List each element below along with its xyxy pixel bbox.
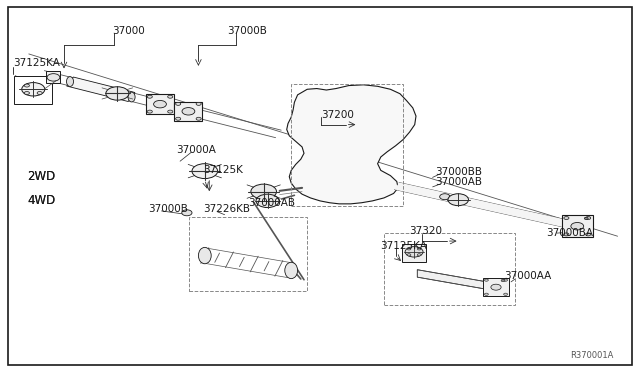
Circle shape	[154, 100, 166, 108]
Circle shape	[182, 210, 192, 216]
Text: 2WD: 2WD	[27, 170, 55, 183]
Circle shape	[407, 248, 411, 250]
Circle shape	[106, 87, 129, 100]
Circle shape	[407, 254, 411, 256]
Circle shape	[192, 164, 218, 179]
Circle shape	[571, 222, 584, 230]
Text: 37125KA: 37125KA	[13, 58, 60, 68]
Text: 37000B: 37000B	[148, 205, 188, 214]
Circle shape	[251, 184, 276, 199]
Text: 37000AA: 37000AA	[504, 272, 552, 281]
Circle shape	[440, 194, 450, 200]
Ellipse shape	[285, 262, 298, 279]
Circle shape	[182, 108, 195, 115]
Bar	[384, 232, 515, 305]
Polygon shape	[287, 85, 416, 204]
Bar	[189, 217, 307, 291]
Circle shape	[24, 92, 29, 94]
Circle shape	[504, 293, 508, 295]
Text: 4WD: 4WD	[27, 194, 55, 206]
Circle shape	[501, 279, 505, 282]
Bar	[174, 102, 202, 121]
Polygon shape	[67, 77, 135, 102]
Circle shape	[586, 233, 591, 236]
Circle shape	[196, 102, 201, 105]
Polygon shape	[417, 270, 496, 291]
Text: 37125K: 37125K	[204, 165, 243, 175]
Text: 37000AB: 37000AB	[248, 199, 294, 208]
Circle shape	[564, 233, 569, 236]
Text: 37000A: 37000A	[176, 145, 216, 154]
Circle shape	[417, 254, 421, 256]
Circle shape	[37, 92, 42, 94]
Circle shape	[417, 248, 421, 250]
Text: 37000BB: 37000BB	[435, 167, 482, 177]
Circle shape	[168, 110, 173, 113]
Circle shape	[484, 293, 488, 295]
Text: 2WD: 2WD	[27, 170, 55, 183]
Circle shape	[564, 217, 569, 219]
Circle shape	[147, 110, 152, 113]
Bar	[47, 71, 61, 83]
Bar	[291, 84, 403, 206]
Circle shape	[586, 217, 591, 219]
Bar	[402, 244, 426, 262]
Polygon shape	[394, 183, 591, 232]
Text: 37000B: 37000B	[227, 26, 267, 35]
Circle shape	[405, 247, 423, 257]
Text: 37125KA: 37125KA	[380, 241, 427, 251]
Bar	[483, 278, 509, 296]
Circle shape	[448, 194, 468, 206]
Bar	[562, 215, 593, 237]
Text: 37320: 37320	[410, 227, 443, 236]
Text: 37200: 37200	[321, 110, 354, 119]
Text: 37000: 37000	[112, 26, 145, 35]
Text: 37000BA: 37000BA	[547, 228, 593, 237]
Text: 37000AB: 37000AB	[435, 177, 482, 187]
Circle shape	[256, 194, 279, 208]
Circle shape	[175, 117, 180, 120]
Ellipse shape	[67, 77, 74, 86]
Circle shape	[47, 74, 60, 81]
Ellipse shape	[128, 92, 135, 102]
Circle shape	[491, 284, 501, 290]
Text: R370001A: R370001A	[570, 351, 613, 360]
Ellipse shape	[198, 247, 211, 264]
Text: 37226KB: 37226KB	[204, 205, 250, 214]
Circle shape	[584, 217, 588, 219]
Circle shape	[22, 83, 45, 96]
Circle shape	[168, 95, 173, 98]
Circle shape	[196, 117, 201, 120]
Bar	[14, 76, 52, 104]
Circle shape	[504, 279, 508, 281]
Circle shape	[484, 279, 488, 281]
Bar	[146, 94, 174, 114]
Text: 4WD: 4WD	[27, 194, 55, 206]
Circle shape	[147, 95, 152, 98]
Circle shape	[24, 84, 29, 87]
Circle shape	[175, 102, 180, 105]
